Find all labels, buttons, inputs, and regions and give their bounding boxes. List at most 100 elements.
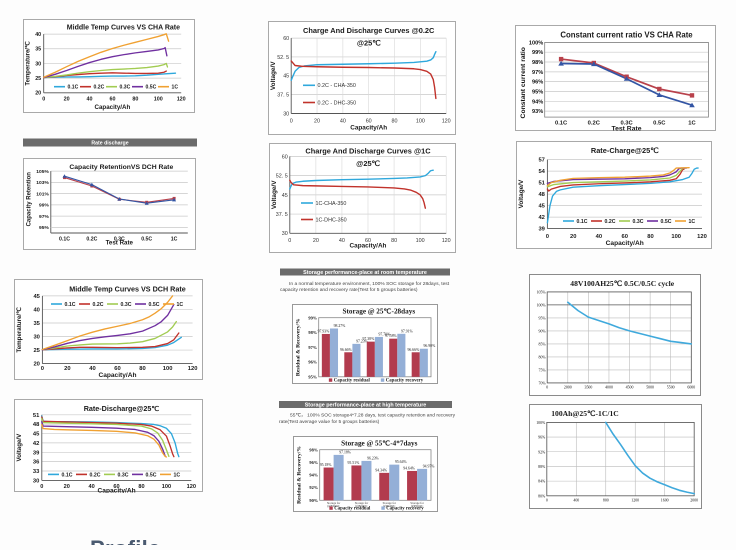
- svg-text:100Ah@25℃-1C/1C: 100Ah@25℃-1C/1C: [551, 409, 618, 418]
- svg-text:39: 39: [33, 450, 40, 456]
- svg-text:105%: 105%: [36, 169, 49, 175]
- svg-text:0.5C: 0.5C: [146, 85, 157, 91]
- svg-text:105%: 105%: [537, 290, 547, 294]
- svg-text:Temperature/℃: Temperature/℃: [24, 41, 31, 86]
- svg-text:97%: 97%: [308, 345, 317, 350]
- svg-text:57: 57: [538, 158, 544, 164]
- svg-text:6000: 6000: [687, 385, 695, 389]
- svg-text:@25℃: @25℃: [357, 39, 381, 48]
- svg-text:0.2C: 0.2C: [605, 219, 616, 225]
- svg-text:0.5C: 0.5C: [653, 120, 666, 126]
- svg-text:42: 42: [538, 215, 544, 221]
- svg-text:Profile: Profile: [90, 536, 161, 545]
- svg-text:97.38%: 97.38%: [362, 337, 375, 341]
- svg-text:100%: 100%: [536, 421, 546, 425]
- svg-text:90%: 90%: [309, 497, 318, 502]
- svg-text:30: 30: [283, 111, 289, 117]
- svg-text:40: 40: [87, 96, 93, 102]
- svg-text:Residual & Recovery/%: Residual & Recovery/%: [297, 445, 303, 503]
- svg-text:0.2C - CHA-350: 0.2C - CHA-350: [318, 83, 356, 89]
- svg-text:Capacity RetentionVS DCH Rate: Capacity RetentionVS DCH Rate: [69, 164, 173, 171]
- svg-text:Storage @ 55℃-4*7days: Storage @ 55℃-4*7days: [341, 439, 417, 447]
- svg-text:Rate-Discharge@25℃: Rate-Discharge@25℃: [84, 404, 160, 413]
- svg-text:100: 100: [416, 119, 425, 125]
- svg-text:60: 60: [283, 36, 289, 42]
- svg-text:95%: 95%: [39, 225, 49, 231]
- svg-text:97.58%: 97.58%: [384, 334, 397, 338]
- svg-text:95%: 95%: [539, 316, 547, 320]
- svg-text:40: 40: [340, 119, 346, 125]
- svg-text:84%: 84%: [538, 480, 546, 484]
- svg-text:97.93%: 97.93%: [317, 330, 330, 334]
- svg-text:60: 60: [621, 234, 627, 240]
- svg-text:1C: 1C: [177, 302, 184, 308]
- svg-text:Capacity residual: Capacity residual: [334, 506, 371, 511]
- svg-text:Charge And Discharge Curves @0: Charge And Discharge Curves @0.2C: [303, 26, 435, 35]
- svg-text:39: 39: [538, 227, 545, 233]
- svg-text:Constant current ratio VS CHA: Constant current ratio VS CHA Rate: [560, 31, 693, 40]
- svg-text:97%: 97%: [532, 70, 543, 76]
- svg-text:99%: 99%: [39, 203, 49, 209]
- svg-text:48: 48: [33, 422, 40, 428]
- svg-text:90%: 90%: [539, 329, 547, 333]
- svg-text:0.1C: 0.1C: [62, 472, 73, 478]
- svg-text:40: 40: [89, 366, 95, 372]
- svg-text:0: 0: [546, 385, 548, 389]
- svg-text:96%: 96%: [532, 80, 543, 86]
- svg-text:98%: 98%: [309, 447, 318, 452]
- svg-text:52. 5: 52. 5: [277, 55, 289, 61]
- svg-text:54: 54: [538, 169, 545, 175]
- svg-text:94.97%: 94.97%: [423, 464, 436, 468]
- svg-text:51: 51: [33, 413, 40, 419]
- svg-text:0.1C: 0.1C: [577, 219, 588, 225]
- svg-text:60: 60: [113, 484, 119, 490]
- svg-text:97.70%: 97.70%: [378, 332, 391, 336]
- svg-text:99%: 99%: [532, 50, 543, 56]
- svg-text:1C: 1C: [174, 472, 181, 478]
- svg-text:48V100AH25℃ 0.5C/0.5C cycle: 48V100AH25℃ 0.5C/0.5C cycle: [570, 279, 674, 288]
- svg-text:20: 20: [35, 91, 41, 97]
- svg-text:40: 40: [339, 238, 345, 244]
- svg-text:96%: 96%: [538, 436, 546, 440]
- svg-text:100: 100: [162, 484, 171, 490]
- svg-text:25: 25: [33, 348, 40, 354]
- svg-text:2000: 2000: [564, 385, 572, 389]
- svg-text:0.5C: 0.5C: [149, 302, 160, 308]
- svg-text:36: 36: [33, 460, 40, 466]
- svg-text:52. 5: 52. 5: [276, 174, 288, 180]
- svg-text:capacity retention and recover: capacity retention and recovery rate(Tes…: [280, 287, 418, 293]
- svg-text:Storage performance-place at h: Storage performance-place at high temper…: [305, 402, 427, 408]
- svg-text:Test Rate: Test Rate: [106, 240, 134, 247]
- svg-text:70%: 70%: [539, 381, 547, 385]
- svg-text:0.3C: 0.3C: [633, 219, 644, 225]
- svg-text:0.2C: 0.2C: [93, 302, 104, 308]
- svg-text:(#)ED##C: (#)ED##C: [327, 504, 340, 508]
- svg-text:40: 40: [35, 32, 41, 38]
- svg-text:Capacity/Ah: Capacity/Ah: [350, 124, 387, 131]
- svg-text:100: 100: [416, 238, 425, 244]
- svg-text:45: 45: [282, 193, 288, 199]
- svg-text:1C-DHC-350: 1C-DHC-350: [316, 218, 347, 224]
- svg-text:80: 80: [132, 96, 138, 102]
- svg-text:0.1C: 0.1C: [555, 120, 568, 126]
- svg-text:95.51%: 95.51%: [348, 460, 361, 464]
- svg-text:97%: 97%: [39, 214, 49, 220]
- svg-text:96%: 96%: [309, 460, 318, 465]
- svg-text:80: 80: [139, 366, 145, 372]
- svg-text:0.3C: 0.3C: [118, 472, 129, 478]
- svg-text:120: 120: [187, 484, 196, 490]
- svg-text:1C: 1C: [172, 85, 179, 91]
- svg-text:0.3C: 0.3C: [620, 120, 633, 126]
- svg-text:42: 42: [33, 441, 39, 447]
- svg-text:55℃， 100% SOC storage4*7.28 da: 55℃， 100% SOC storage4*7.28 days, test c…: [290, 413, 456, 419]
- svg-text:20: 20: [33, 362, 39, 368]
- svg-text:20: 20: [313, 238, 319, 244]
- svg-text:45: 45: [33, 432, 40, 438]
- svg-text:51: 51: [538, 181, 545, 187]
- svg-text:2000: 2000: [690, 498, 698, 502]
- svg-text:35: 35: [35, 47, 41, 53]
- svg-text:100: 100: [671, 234, 681, 240]
- svg-text:33: 33: [33, 469, 40, 475]
- svg-text:80: 80: [138, 484, 144, 490]
- svg-text:92%: 92%: [538, 450, 546, 454]
